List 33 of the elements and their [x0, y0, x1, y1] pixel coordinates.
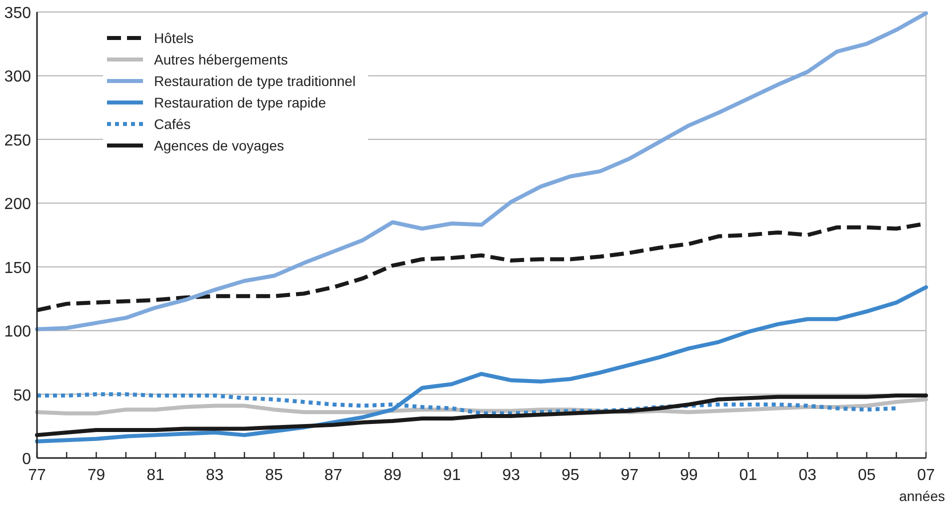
y-tick-label: 300 [4, 68, 32, 86]
x-tick-label: 97 [620, 467, 639, 484]
y-tick-label: 350 [4, 5, 32, 22]
x-tick-label: 89 [384, 467, 402, 484]
x-tick-label: 01 [739, 467, 758, 484]
y-tick-label: 100 [4, 324, 32, 341]
x-tick-label: 85 [265, 467, 284, 484]
y-tick-label: 0 [22, 451, 32, 468]
x-tick-label: 87 [324, 467, 342, 484]
legend-label: Restauration de type rapide [154, 94, 326, 110]
x-tick-label: 07 [917, 467, 935, 484]
x-tick-label: 05 [858, 467, 876, 484]
x-tick-label: 81 [146, 467, 165, 484]
y-tick-label: 50 [13, 387, 32, 404]
legend-label: Agences de voyages [154, 138, 284, 154]
x-tick-label: 77 [28, 467, 46, 484]
y-tick-label: 200 [4, 196, 32, 214]
x-tick-label: 93 [502, 467, 520, 484]
x-tick-label: 99 [680, 467, 698, 484]
legend-label: Hôtels [154, 30, 194, 46]
x-tick-label: 79 [87, 467, 106, 484]
line-series [35, 11, 928, 332]
legend-label: Cafés [154, 116, 191, 132]
x-tick-label: 95 [562, 467, 580, 484]
legend-label: Autres hébergements [154, 52, 288, 68]
y-tick-label: 250 [4, 132, 32, 150]
y-tick-label: 150 [4, 260, 32, 277]
x-tick-label: 91 [442, 467, 461, 484]
x-tick-label: 03 [798, 467, 816, 484]
x-tick-label: 83 [206, 467, 224, 484]
x-axis-title: années [899, 488, 945, 504]
line-series [35, 285, 928, 444]
legend-label: Restauration de type traditionnel [154, 73, 356, 89]
